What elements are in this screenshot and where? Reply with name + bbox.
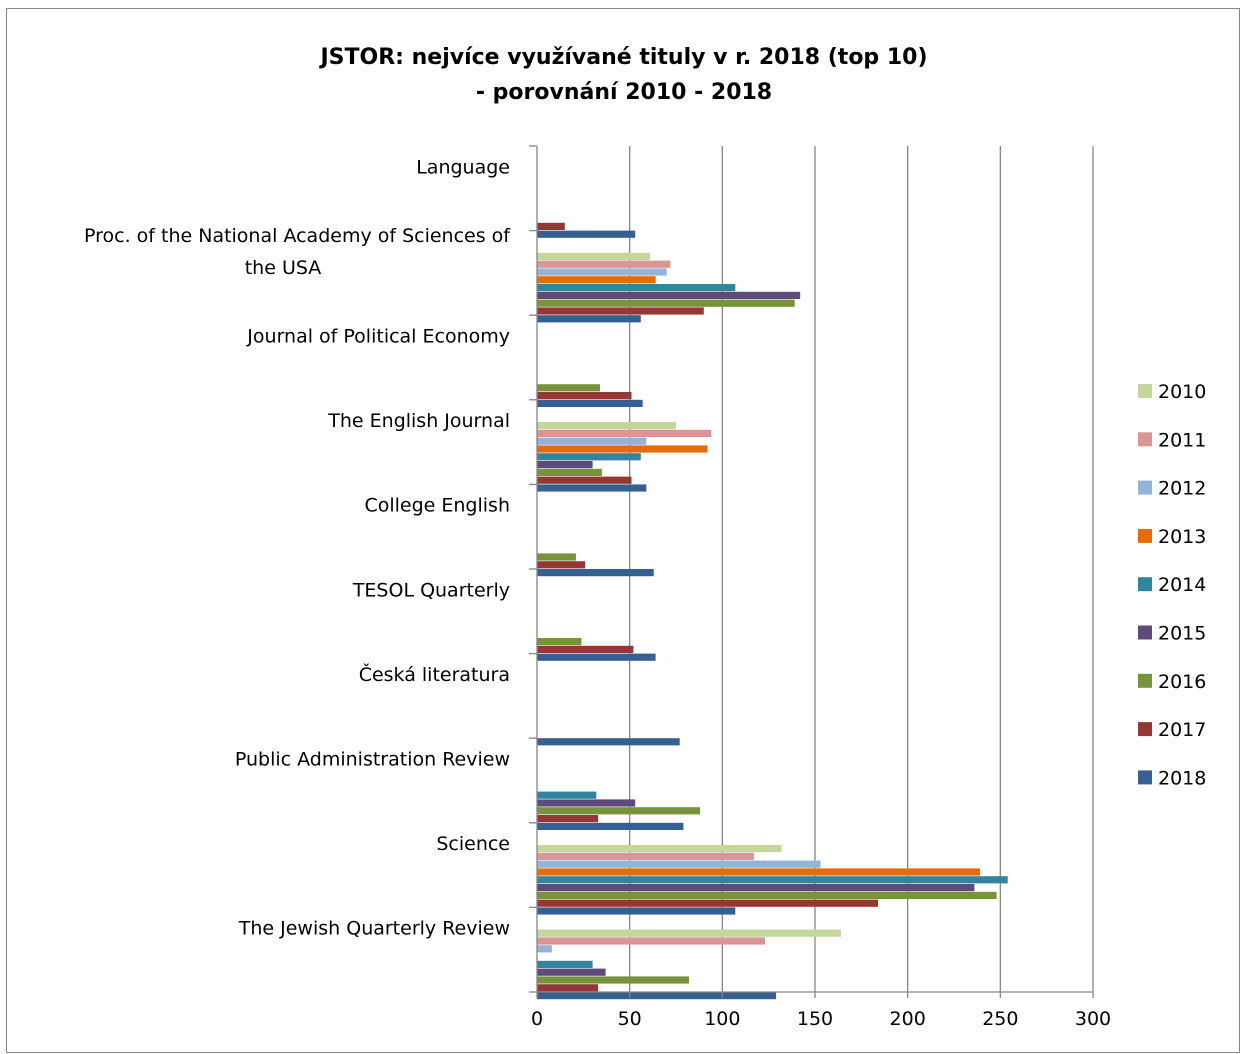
bar-2015-10 <box>537 968 606 976</box>
bar-2016-8 <box>537 807 701 815</box>
bar-2014-8 <box>537 791 597 799</box>
legend-label-2014: 2014 <box>1158 574 1206 596</box>
bar-2011-10 <box>537 937 765 945</box>
chart-title-line-1: JSTOR: nejvíce využívané tituly v r. 201… <box>318 45 927 70</box>
bar-2018-5 <box>537 569 654 577</box>
bar-2015-8 <box>537 799 636 807</box>
bar-2013-2 <box>537 276 656 284</box>
legend-label-2015: 2015 <box>1158 623 1206 645</box>
category-label-9: Science <box>436 833 510 855</box>
legend-swatch-2016 <box>1138 673 1152 688</box>
bar-2014-10 <box>537 960 593 968</box>
bar-2017-10 <box>537 984 599 992</box>
legend-label-2010: 2010 <box>1158 381 1206 403</box>
bar-2017-4 <box>537 476 632 484</box>
bar-2011-2 <box>537 260 671 268</box>
category-label-2-line-1: Proc. of the National Academy of Science… <box>84 225 511 247</box>
bar-2016-6 <box>537 638 582 646</box>
bar-2017-5 <box>537 561 586 569</box>
legend-swatch-2013 <box>1138 528 1152 543</box>
bar-2011-9 <box>537 852 754 860</box>
legend-label-2012: 2012 <box>1158 478 1206 500</box>
bar-2015-4 <box>537 461 593 469</box>
x-tick-label-0: 0 <box>531 1008 543 1030</box>
bar-2012-2 <box>537 268 667 276</box>
bar-2014-4 <box>537 453 641 461</box>
bar-2012-9 <box>537 860 821 868</box>
bar-2018-10 <box>537 992 777 1000</box>
category-label-5: College English <box>364 495 510 517</box>
bar-2010-2 <box>537 252 651 260</box>
x-tick-label-50: 50 <box>618 1008 642 1030</box>
bar-2018-2 <box>537 315 641 323</box>
legend-swatch-2010 <box>1138 384 1152 398</box>
x-tick-label-100: 100 <box>704 1008 740 1030</box>
bar-2013-9 <box>537 868 980 876</box>
x-tick-labels: 0 50 100 150 200 250 300 <box>531 1008 1111 1030</box>
legend-label-2018: 2018 <box>1158 767 1206 789</box>
bar-2012-10 <box>537 945 552 953</box>
x-tick-label-250: 250 <box>982 1008 1018 1030</box>
legend-swatch-2011 <box>1138 432 1152 447</box>
bar-2017-1 <box>537 222 565 230</box>
bar-2014-2 <box>537 284 736 292</box>
bar-2017-2 <box>537 307 704 315</box>
category-label-6: TESOL Quarterly <box>352 579 510 601</box>
x-tick-label-300: 300 <box>1075 1008 1111 1030</box>
axes <box>529 145 1094 998</box>
bar-chart: JSTOR: nejvíce využívané tituly v r. 201… <box>84 45 1206 1030</box>
legend-swatch-2017 <box>1138 722 1152 737</box>
bar-2018-4 <box>537 484 647 492</box>
legend-label-2016: 2016 <box>1158 671 1206 693</box>
bar-2011-4 <box>537 429 712 437</box>
bar-2013-4 <box>537 445 708 453</box>
legend-swatch-2015 <box>1138 625 1152 640</box>
bar-2016-3 <box>537 384 601 392</box>
category-label-7: Česká literatura <box>359 662 510 686</box>
bar-2017-3 <box>537 392 632 400</box>
legend-label-2013: 2013 <box>1158 526 1206 548</box>
chart-title-line-2: - porovnání 2010 - 2018 <box>476 80 772 105</box>
bar-2016-9 <box>537 891 997 899</box>
bar-2012-4 <box>537 437 647 445</box>
bars <box>537 222 1008 1000</box>
bar-2018-8 <box>537 822 684 830</box>
bar-2017-6 <box>537 645 634 653</box>
x-tick-label-200: 200 <box>890 1008 926 1030</box>
bar-2017-8 <box>537 815 599 823</box>
bar-2018-6 <box>537 653 656 661</box>
chart-title: JSTOR: nejvíce využívané tituly v r. 201… <box>318 45 927 105</box>
legend-swatch-2014 <box>1138 577 1152 592</box>
category-label-4: The English Journal <box>327 410 510 432</box>
legend-swatch-2018 <box>1138 770 1152 785</box>
bar-2018-7 <box>537 738 680 746</box>
category-label-3: Journal of Political Economy <box>246 326 510 348</box>
bar-2015-9 <box>537 884 975 892</box>
category-label-10: The Jewish Quarterly Review <box>238 918 510 940</box>
bar-2016-10 <box>537 976 689 984</box>
category-labels: Language Proc. of the National Academy of… <box>84 156 511 939</box>
legend-label-2017: 2017 <box>1158 719 1206 741</box>
bar-2016-2 <box>537 299 795 307</box>
category-label-2-line-2: the USA <box>245 257 322 279</box>
legend-label-2011: 2011 <box>1158 429 1206 451</box>
chart-frame: JSTOR: nejvíce využívané tituly v r. 201… <box>6 8 1240 1053</box>
category-label-1: Language <box>416 156 510 178</box>
bar-2018-1 <box>537 230 636 238</box>
legend: 2010 2011 2012 2013 2014 2015 2016 2017 2018 <box>1138 381 1206 789</box>
bar-2010-4 <box>537 422 676 430</box>
category-label-8: Public Administration Review <box>235 749 510 771</box>
bar-2017-9 <box>537 899 879 907</box>
bar-2010-9 <box>537 845 782 853</box>
legend-swatch-2012 <box>1138 480 1152 495</box>
bar-2016-5 <box>537 553 576 561</box>
bar-2014-9 <box>537 876 1008 884</box>
x-tick-label-150: 150 <box>797 1008 833 1030</box>
bar-2016-4 <box>537 468 602 476</box>
bar-2018-3 <box>537 399 643 407</box>
bar-2018-9 <box>537 907 736 915</box>
bar-2015-2 <box>537 291 801 299</box>
bar-2010-10 <box>537 929 841 937</box>
